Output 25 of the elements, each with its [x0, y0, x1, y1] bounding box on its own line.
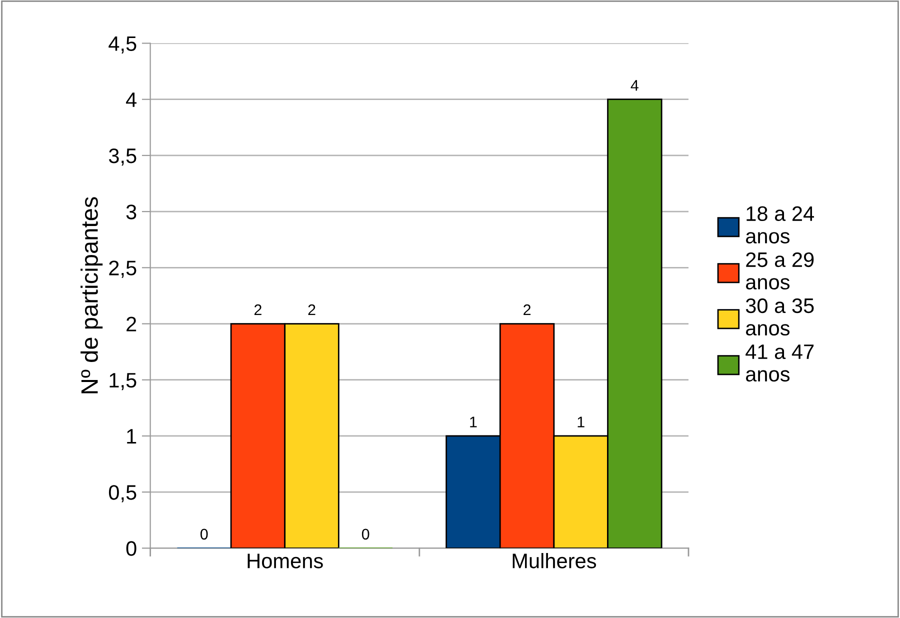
- data-label: 0: [200, 528, 208, 540]
- y-tick-label: 3: [126, 204, 136, 220]
- x-tick-label: Mulheres: [512, 553, 596, 568]
- legend-label: 41 a 47 anos: [746, 344, 814, 382]
- data-label: 1: [470, 416, 477, 428]
- y-tick-label: 1,5: [110, 373, 136, 390]
- y-tick-label: 2,5: [109, 260, 136, 278]
- legend-label: 18 a 24 anos: [746, 206, 814, 244]
- x-tick-label: Homens: [248, 554, 323, 568]
- data-label: 2: [524, 304, 531, 316]
- data-label: 1: [578, 416, 584, 428]
- y-tick-label: 0: [126, 541, 136, 556]
- y-tick-label: 3,5: [108, 148, 136, 166]
- legend-label: 25 a 29 anos: [746, 252, 814, 290]
- y-axis-title: Nº de participantes: [80, 197, 103, 394]
- y-tick-label: 4: [126, 92, 136, 107]
- data-label: 2: [254, 304, 262, 316]
- legend-label: 30 a 35 anos: [746, 298, 814, 336]
- y-tick-label: 0,5: [108, 485, 136, 502]
- data-label: 4: [630, 80, 638, 91]
- data-label: 2: [308, 304, 316, 316]
- y-tick-label: 1: [127, 429, 136, 444]
- y-tick-label: 2: [126, 316, 136, 332]
- y-tick-label: 4,5: [108, 36, 136, 54]
- data-label: 0: [362, 528, 370, 540]
